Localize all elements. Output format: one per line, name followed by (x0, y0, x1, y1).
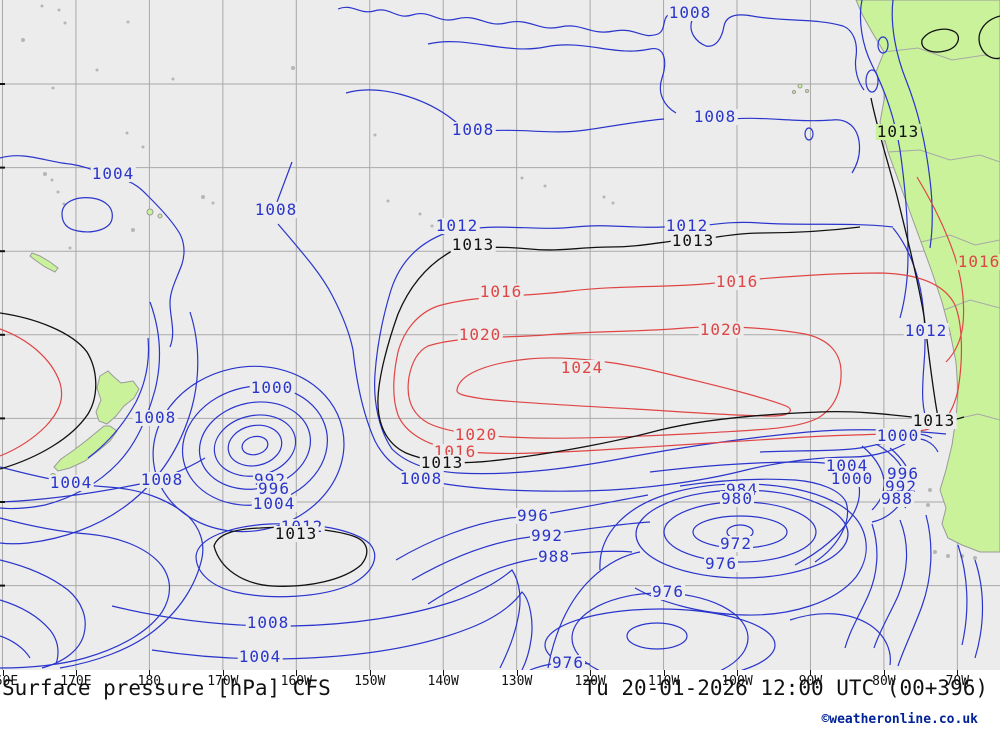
longitude-tick-label: 110W (647, 674, 680, 689)
isobar-label: 996 (886, 464, 920, 483)
longitude-tick-mark (296, 670, 298, 676)
longitude-tick-mark (737, 670, 738, 676)
isobar-label: 1012 (434, 216, 480, 235)
isobar-label: 1013 (419, 453, 465, 472)
longitude-tick-mark (663, 670, 665, 676)
longitude-tick-label: 80W (872, 674, 896, 689)
isobar-label: 1012 (903, 321, 949, 340)
longitude-tick-mark (443, 670, 445, 676)
longitude-tick-label: 150W (354, 674, 386, 689)
longitude-tick-mark (957, 670, 959, 676)
longitude-tick-label: 160W (280, 674, 312, 689)
isobars-1013 (0, 15, 1000, 587)
longitude-tick-mark (883, 670, 885, 676)
isobar-label: 980 (720, 489, 754, 508)
isobar-label: 1016 (714, 272, 760, 291)
new-zealand-south-island (53, 425, 118, 472)
isobar-label: 1008 (667, 3, 713, 22)
isobar-label: 1024 (559, 358, 605, 377)
isobar-label: 972 (719, 534, 753, 553)
isobar-label: 1000 (875, 426, 921, 445)
isobar-label: 1013 (450, 235, 496, 254)
isobar-label: 1000 (829, 469, 875, 488)
isobar-label: 1004 (824, 456, 870, 475)
isobar-label: 1004 (90, 164, 136, 183)
isobar-label: 1004 (48, 473, 94, 492)
isobar-label: 1008 (692, 107, 738, 126)
isobar-label: 1013 (911, 411, 957, 430)
map-footer: 160E 170E 180 170W 160W 150W 140W 130W 120W 110W 1… (0, 670, 1000, 733)
isobar-label: 1000 (249, 378, 295, 397)
isobar-label: 1004 (251, 494, 297, 513)
isobar-label: 976 (551, 653, 585, 670)
isobar-label: 1008 (245, 613, 291, 632)
longitude-tick-label: 130W (500, 674, 533, 689)
isobar-label: 1020 (698, 320, 744, 339)
longitude-tick-mark (149, 670, 151, 676)
longitude-tick-mark (2, 670, 4, 676)
isobar-label: 1013 (875, 122, 921, 141)
copyright-link[interactable]: ©weatheronline.co.uk (821, 712, 978, 727)
isobar-label: 976 (651, 582, 685, 601)
isobar-label: 1020 (453, 425, 499, 444)
longitude-tick-label: 90W (798, 674, 823, 689)
isobars-high-pressure (0, 176, 965, 457)
longitude-tick-label: 160E (0, 674, 19, 689)
isobar-label: 1013 (670, 231, 716, 250)
isobar-label: 1013 (273, 524, 319, 543)
map-datetime: Tu 20-01-2026 12:00 UTC (00+396) (583, 676, 988, 700)
longitude-tick-mark (516, 670, 518, 676)
isobar-label: 1016 (478, 282, 524, 301)
longitude-tick-mark (75, 670, 77, 676)
longitude-tick-mark (369, 670, 371, 676)
isobar-label: 1008 (253, 200, 299, 219)
new-zealand-north-island (95, 370, 140, 425)
isobar-label: 1004 (237, 647, 283, 666)
longitude-tick-label: 180 (137, 674, 162, 689)
isobar-label: 1020 (457, 325, 503, 344)
longitude-tick-label: 120W (574, 674, 606, 689)
isobar-label: 988 (537, 547, 571, 566)
small-islands-layer (21, 4, 977, 560)
new-caledonia-island (29, 252, 59, 273)
surface-pressure-map: 1008 1008 1008 1004 1008 1012 1012 1013 1013 1013… (0, 0, 1000, 670)
isobar-label: 988 (880, 489, 914, 508)
longitude-tick-mark (222, 670, 224, 676)
isobar-label: 996 (257, 479, 291, 498)
longitude-tick-mark (810, 670, 812, 676)
isobar-label: 1008 (398, 469, 444, 488)
map-title: Surface pressure [hPa] CFS (2, 676, 331, 700)
isobar-label: 1016 (956, 252, 1000, 271)
isobar-label: 1008 (450, 120, 496, 139)
longitude-tick-label: 70W (945, 674, 970, 689)
latitude-ticks (0, 83, 5, 587)
isobar-label: 992 (530, 526, 564, 545)
isobar-label: 1012 (664, 216, 710, 235)
isobar-label: 1008 (139, 470, 185, 489)
longitude-tick-label: 170E (60, 674, 92, 689)
isobar-label: 996 (516, 506, 550, 525)
isobar-label: 976 (704, 554, 738, 573)
longitude-tick-label: 100W (721, 674, 753, 689)
longitude-tick-mark (590, 670, 592, 676)
longitude-tick-label: 140W (427, 674, 459, 689)
longitude-tick-label: 170W (207, 674, 239, 689)
isobar-label: 1008 (132, 408, 178, 427)
